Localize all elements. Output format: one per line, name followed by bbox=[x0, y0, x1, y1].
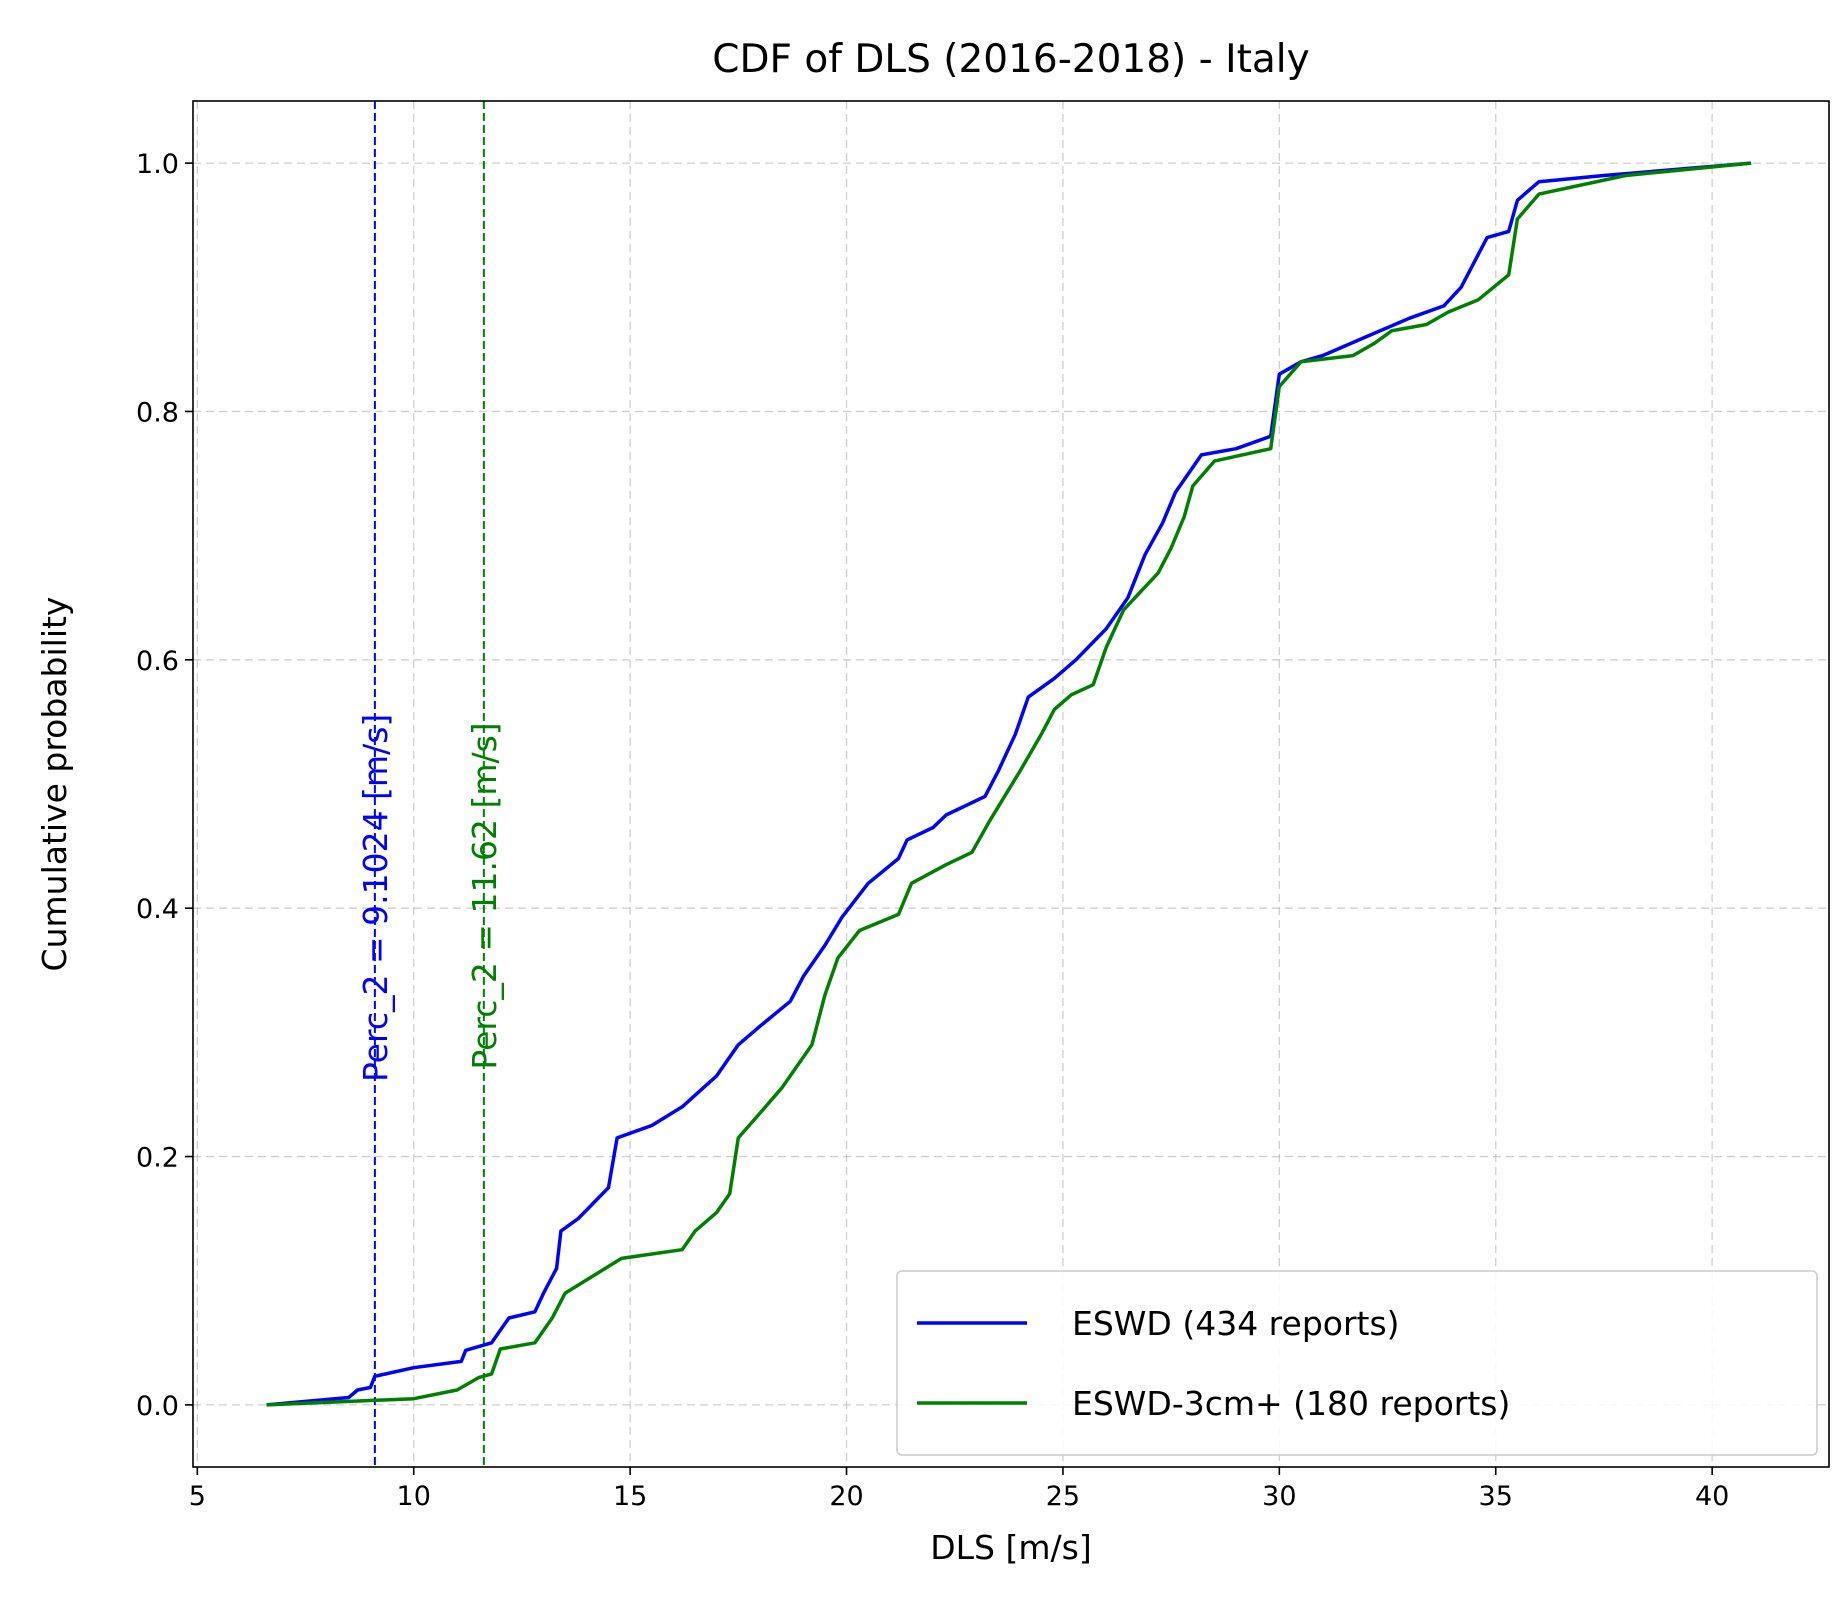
legend-box bbox=[896, 1270, 1818, 1456]
grid bbox=[193, 101, 1829, 1467]
y-axis-label: Cumulative probability bbox=[35, 597, 74, 972]
series-line bbox=[266, 161, 1752, 1407]
percentile-annotations: Perc_2 = 9.1024 [m/s] Perc_2 = 11.62 [m/s… bbox=[356, 714, 504, 1082]
x-tick-label: 25 bbox=[1046, 1481, 1080, 1512]
plot-frame bbox=[192, 100, 1830, 1468]
legend-label-eswd-3cm: ESWD-3cm+ (180 reports) bbox=[1072, 1384, 1510, 1423]
percentile-annotation: Perc_2 = 9.1024 [m/s] bbox=[356, 714, 395, 1082]
axis-ticks: 5 10 15 20 25 30 35 40 0.0 0.2 0.4 0.6 0.8 1.0 bbox=[136, 149, 1729, 1512]
legend: ESWD (434 reports) ESWD-3cm+ (180 report… bbox=[896, 1270, 1818, 1456]
x-tick-label: 10 bbox=[397, 1481, 431, 1512]
percentile-annotation: Perc_2 = 11.62 [m/s] bbox=[465, 722, 504, 1069]
x-tick-label: 30 bbox=[1262, 1481, 1296, 1512]
y-tick-label: 0.8 bbox=[136, 397, 179, 428]
chart-title: CDF of DLS (2016-2018) - Italy bbox=[712, 37, 1309, 82]
x-tick-label: 15 bbox=[613, 1481, 647, 1512]
legend-label-eswd: ESWD (434 reports) bbox=[1072, 1304, 1400, 1343]
x-axis-label: DLS [m/s] bbox=[930, 1528, 1091, 1567]
series-line bbox=[266, 161, 1752, 1407]
y-tick-label: 0.2 bbox=[136, 1143, 179, 1174]
x-tick-label: 35 bbox=[1479, 1481, 1513, 1512]
y-tick-label: 0.4 bbox=[136, 894, 179, 925]
y-tick-label: 1.0 bbox=[136, 149, 179, 180]
y-tick-label: 0.6 bbox=[136, 646, 179, 677]
y-tick-label: 0.0 bbox=[136, 1391, 179, 1422]
series-lines bbox=[266, 161, 1752, 1407]
x-tick-label: 5 bbox=[189, 1481, 206, 1512]
x-tick-label: 40 bbox=[1695, 1481, 1729, 1512]
x-tick-label: 20 bbox=[829, 1481, 863, 1512]
